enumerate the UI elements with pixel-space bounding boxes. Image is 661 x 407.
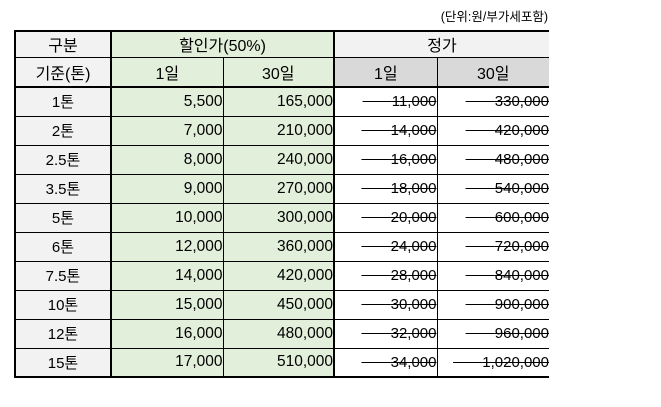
struck-price: 480,000 xyxy=(494,151,549,168)
discount-30day-cell: 210,000 xyxy=(222,115,335,146)
regular-30day-cell: 480,000 xyxy=(436,144,549,175)
table-row: 2.5톤 8,000 240,000 16,000 480,000 xyxy=(14,144,549,175)
struck-price: 11,000 xyxy=(391,93,437,111)
table-row: 3.5톤 9,000 270,000 18,000 540,000 xyxy=(14,173,549,204)
discount-1day-cell: 14,000 xyxy=(110,260,224,291)
ton-cell: 15톤 xyxy=(14,347,112,378)
struck-price: 1,020,000 xyxy=(482,353,549,371)
price-table: 구분 할인가(50%) 정가 기준(톤) 1일 30일 1일 30일 1톤 5,… xyxy=(14,30,549,378)
discount-30day-cell: 480,000 xyxy=(222,318,335,349)
discount-1day-cell: 5,500 xyxy=(110,86,224,117)
table-row: 6톤 12,000 360,000 24,000 720,000 xyxy=(14,231,549,262)
table-row: 5톤 10,000 300,000 20,000 600,000 xyxy=(14,202,549,233)
ton-cell: 1톤 xyxy=(14,86,112,117)
header-discount-group: 할인가(50%) xyxy=(110,30,335,58)
regular-30day-cell: 420,000 xyxy=(436,115,549,146)
struck-price: 34,000 xyxy=(390,353,437,371)
regular-1day-cell: 20,000 xyxy=(333,202,438,233)
table-row: 15톤 17,000 510,000 34,000 1,020,000 xyxy=(14,347,549,378)
regular-1day-cell: 18,000 xyxy=(333,173,438,204)
discount-1day-cell: 15,000 xyxy=(110,289,224,320)
header-regular-1day: 1일 xyxy=(333,56,438,88)
struck-price: 720,000 xyxy=(494,238,549,255)
struck-price: 330,000 xyxy=(494,93,549,111)
regular-1day-cell: 28,000 xyxy=(333,260,438,291)
discount-30day-cell: 270,000 xyxy=(222,173,335,204)
regular-1day-cell: 16,000 xyxy=(333,144,438,175)
discount-30day-cell: 420,000 xyxy=(222,260,335,291)
regular-30day-cell: 720,000 xyxy=(436,231,549,262)
struck-price: 24,000 xyxy=(390,238,437,255)
header-row-days: 기준(톤) 1일 30일 1일 30일 xyxy=(14,56,549,88)
regular-1day-cell: 11,000 xyxy=(333,86,438,117)
struck-price: 420,000 xyxy=(494,122,549,139)
header-row-groups: 구분 할인가(50%) 정가 xyxy=(14,30,549,58)
discount-1day-cell: 7,000 xyxy=(110,115,224,146)
regular-30day-cell: 1,020,000 xyxy=(436,347,549,378)
struck-price: 30,000 xyxy=(390,296,437,313)
ton-cell: 12톤 xyxy=(14,318,112,349)
ton-cell: 10톤 xyxy=(14,289,112,320)
discount-1day-cell: 8,000 xyxy=(110,144,224,175)
struck-price: 20,000 xyxy=(390,209,437,226)
discount-1day-cell: 12,000 xyxy=(110,231,224,262)
struck-price: 16,000 xyxy=(390,151,437,168)
discount-1day-cell: 9,000 xyxy=(110,173,224,204)
struck-price: 18,000 xyxy=(390,180,437,197)
ton-cell: 2.5톤 xyxy=(14,144,112,175)
table-row: 10톤 15,000 450,000 30,000 900,000 xyxy=(14,289,549,320)
regular-30day-cell: 600,000 xyxy=(436,202,549,233)
discount-1day-cell: 16,000 xyxy=(110,318,224,349)
regular-1day-cell: 30,000 xyxy=(333,289,438,320)
discount-1day-cell: 17,000 xyxy=(110,347,224,378)
struck-price: 960,000 xyxy=(494,325,549,342)
struck-price: 32,000 xyxy=(390,325,437,342)
discount-30day-cell: 360,000 xyxy=(222,231,335,262)
discount-30day-cell: 510,000 xyxy=(222,347,335,378)
ton-cell: 7.5톤 xyxy=(14,260,112,291)
regular-30day-cell: 330,000 xyxy=(436,86,549,117)
table-row: 2톤 7,000 210,000 14,000 420,000 xyxy=(14,115,549,146)
struck-price: 540,000 xyxy=(494,180,549,197)
header-regular-30day: 30일 xyxy=(436,56,549,88)
discount-30day-cell: 240,000 xyxy=(222,144,335,175)
table-row: 12톤 16,000 480,000 32,000 960,000 xyxy=(14,318,549,349)
discount-30day-cell: 165,000 xyxy=(222,86,335,117)
regular-30day-cell: 960,000 xyxy=(436,318,549,349)
ton-cell: 2톤 xyxy=(14,115,112,146)
regular-30day-cell: 840,000 xyxy=(436,260,549,291)
table-row: 7.5톤 14,000 420,000 28,000 840,000 xyxy=(14,260,549,291)
regular-30day-cell: 540,000 xyxy=(436,173,549,204)
discount-30day-cell: 300,000 xyxy=(222,202,335,233)
struck-price: 28,000 xyxy=(390,267,437,284)
regular-1day-cell: 34,000 xyxy=(333,347,438,378)
regular-1day-cell: 32,000 xyxy=(333,318,438,349)
discount-1day-cell: 10,000 xyxy=(110,202,224,233)
regular-1day-cell: 24,000 xyxy=(333,231,438,262)
ton-cell: 3.5톤 xyxy=(14,173,112,204)
struck-price: 840,000 xyxy=(494,267,549,284)
regular-1day-cell: 14,000 xyxy=(333,115,438,146)
unit-note: (단위:원/부가세포함) xyxy=(440,10,548,24)
header-discount-1day: 1일 xyxy=(110,56,224,88)
regular-30day-cell: 900,000 xyxy=(436,289,549,320)
header-row-unit: 기준(톤) xyxy=(14,56,112,88)
header-category: 구분 xyxy=(14,30,112,58)
header-regular-group: 정가 xyxy=(333,30,549,58)
ton-cell: 6톤 xyxy=(14,231,112,262)
header-discount-30day: 30일 xyxy=(222,56,335,88)
discount-30day-cell: 450,000 xyxy=(222,289,335,320)
struck-price: 600,000 xyxy=(494,209,549,226)
struck-price: 14,000 xyxy=(390,122,437,139)
table-row: 1톤 5,500 165,000 11,000 330,000 xyxy=(14,86,549,117)
struck-price: 900,000 xyxy=(494,296,549,313)
ton-cell: 5톤 xyxy=(14,202,112,233)
